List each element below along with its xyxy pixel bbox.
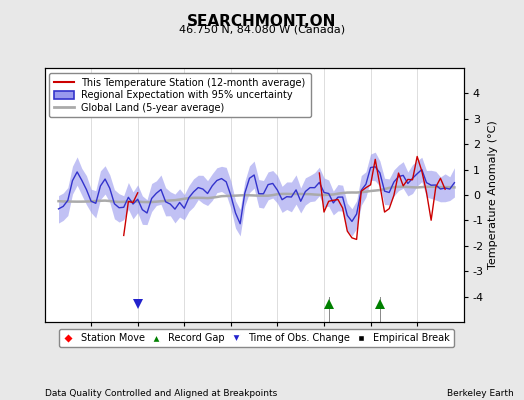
Text: SEARCHMONT,ON: SEARCHMONT,ON xyxy=(187,14,337,29)
Y-axis label: Temperature Anomaly (°C): Temperature Anomaly (°C) xyxy=(488,121,498,269)
Legend: This Temperature Station (12-month average), Regional Expectation with 95% uncer: This Temperature Station (12-month avera… xyxy=(49,73,311,118)
Text: Data Quality Controlled and Aligned at Breakpoints: Data Quality Controlled and Aligned at B… xyxy=(45,389,277,398)
Legend: Station Move, Record Gap, Time of Obs. Change, Empirical Break: Station Move, Record Gap, Time of Obs. C… xyxy=(60,329,454,347)
Text: Berkeley Earth: Berkeley Earth xyxy=(447,389,514,398)
Text: 46.750 N, 84.080 W (Canada): 46.750 N, 84.080 W (Canada) xyxy=(179,24,345,34)
